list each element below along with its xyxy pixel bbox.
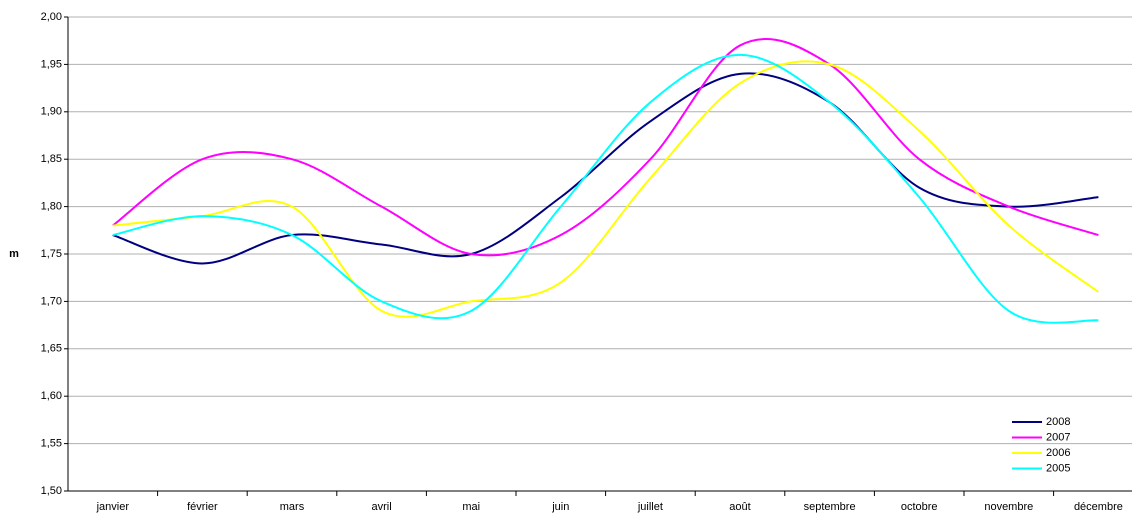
series-line [112,60,1099,318]
y-tick-label: 1,85 [41,153,62,165]
x-tick-label: avril [372,501,392,513]
legend-label: 2008 [1046,416,1070,428]
x-tick-label: mars [280,501,305,513]
y-tick-label: 2,00 [41,11,62,23]
x-tick-label: septembre [804,501,856,513]
x-tick-label: juin [551,501,569,513]
legend-label: 2007 [1046,431,1070,443]
y-tick-label: 1,70 [41,295,62,307]
series-line [112,37,1099,257]
x-tick-label: mai [462,501,480,513]
x-tick-label: octobre [901,501,938,513]
y-tick-label: 1,80 [41,201,62,213]
x-tick-label: décembre [1074,501,1123,513]
legend-label: 2005 [1046,462,1070,474]
y-tick-label: 1,75 [41,248,62,260]
series-line [112,53,1099,324]
x-tick-label: août [729,501,750,513]
x-tick-label: juillet [637,501,663,513]
y-tick-label: 1,55 [41,438,62,450]
legend-label: 2006 [1046,447,1070,459]
y-tick-label: 1,65 [41,343,62,355]
y-tick-label: 1,60 [41,390,62,402]
x-tick-label: février [187,501,218,513]
x-tick-label: janvier [96,501,130,513]
y-axis-label: m [9,248,19,260]
x-tick-label: novembre [984,501,1033,513]
y-tick-label: 1,50 [41,485,62,497]
y-tick-label: 1,90 [41,106,62,118]
y-tick-label: 1,95 [41,58,62,70]
